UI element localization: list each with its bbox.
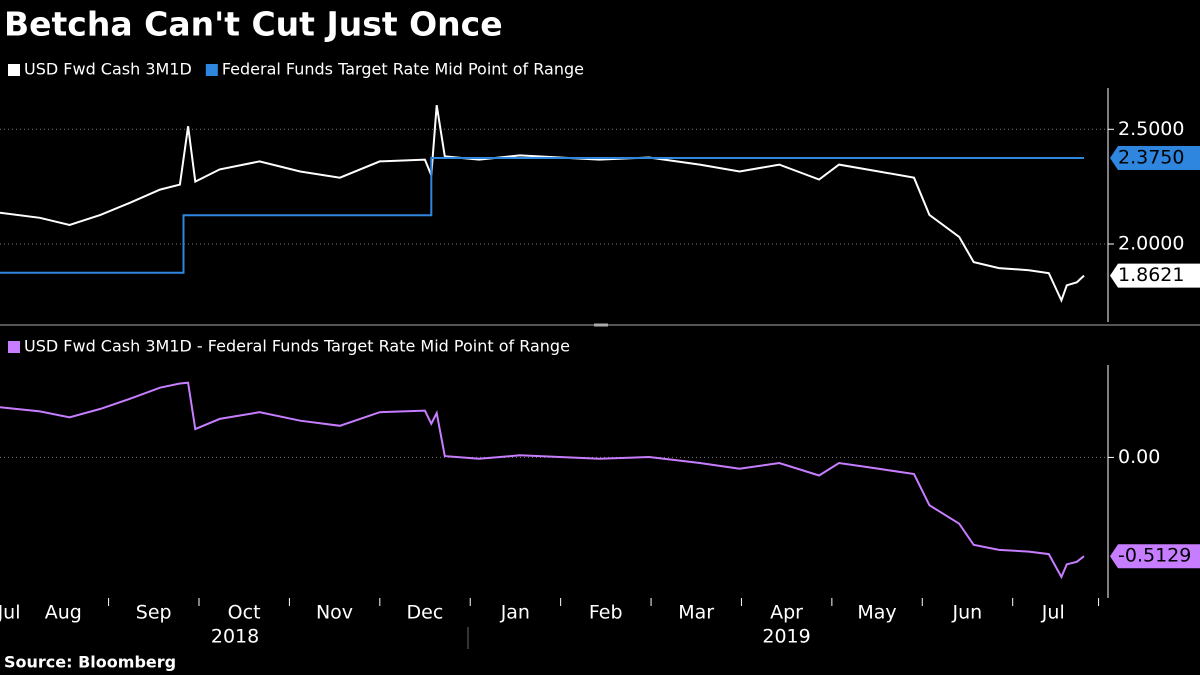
source: Source: Bloomberg — [4, 653, 176, 672]
legend-label: USD Fwd Cash 3M1D — [24, 60, 192, 79]
last-value-label: -0.5129 — [1118, 545, 1191, 567]
x-tick-label: Mar — [678, 602, 714, 624]
y-tick-label: 2.0000 — [1118, 233, 1184, 255]
last-value-label: 1.8621 — [1118, 264, 1184, 286]
last-value-box — [1110, 263, 1200, 288]
x-tick-label: Jun — [952, 602, 983, 624]
x-tick-label: Jul — [0, 602, 21, 624]
x-tick-label: Apr — [770, 602, 803, 624]
y-tick-label: 0.00 — [1118, 446, 1160, 468]
y-tick-label: 2.5000 — [1118, 118, 1184, 140]
x-tick-label: Sep — [136, 602, 172, 624]
x-tick-label: Jan — [500, 602, 530, 624]
year-label: 2019 — [762, 626, 810, 648]
x-tick-label: Oct — [228, 602, 261, 624]
legend-label: Federal Funds Target Rate Mid Point of R… — [222, 60, 584, 79]
legend-swatch — [8, 64, 20, 76]
series-line — [0, 157, 1084, 274]
last-value-label: 2.3750 — [1118, 146, 1184, 168]
x-tick-label: Dec — [407, 602, 444, 624]
last-value-box — [1110, 145, 1200, 170]
legend-label: USD Fwd Cash 3M1D - Federal Funds Target… — [24, 337, 570, 356]
series-line — [0, 381, 1085, 580]
series-line — [0, 105, 1085, 304]
chart-title: Betcha Can't Cut Just Once — [4, 5, 503, 44]
x-tick-label: May — [857, 602, 896, 624]
x-tick-label: Nov — [316, 602, 353, 624]
x-tick-label: Aug — [45, 602, 82, 624]
legend-swatch — [8, 341, 20, 353]
last-value-box — [1110, 544, 1200, 569]
x-tick-label: Feb — [589, 602, 623, 624]
year-label: 2018 — [211, 626, 259, 648]
x-tick-label: Jul — [1041, 602, 1065, 624]
legend-swatch — [205, 64, 218, 76]
